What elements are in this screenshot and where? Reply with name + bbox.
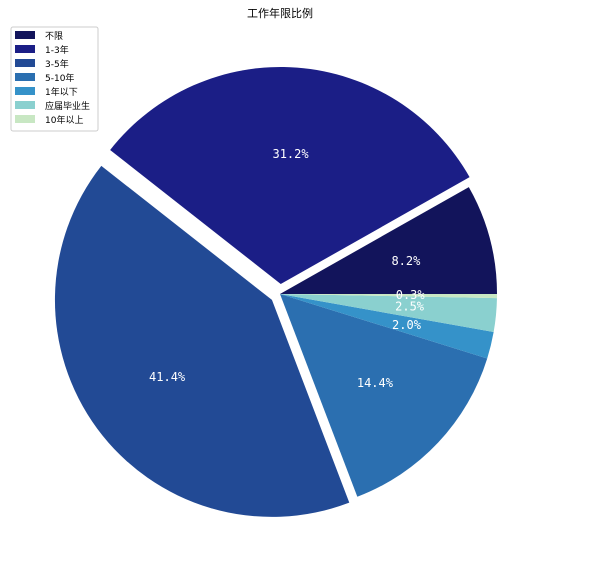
slice-percent-label: 14.4% bbox=[357, 376, 394, 390]
legend-swatch bbox=[15, 101, 35, 109]
legend-swatch bbox=[15, 31, 35, 39]
slice-percent-label: 41.4% bbox=[149, 370, 186, 384]
pie-slice bbox=[54, 165, 350, 517]
legend-label: 1-3年 bbox=[45, 44, 69, 56]
slice-percent-label: 2.0% bbox=[392, 318, 422, 332]
legend-label: 1年以下 bbox=[45, 86, 78, 98]
pie-slice bbox=[280, 294, 497, 299]
legend-label: 5-10年 bbox=[45, 72, 74, 84]
legend-label: 应届毕业生 bbox=[45, 100, 90, 112]
legend-swatch bbox=[15, 73, 35, 81]
legend-label: 10年以上 bbox=[45, 114, 83, 126]
slice-percent-label: 8.2% bbox=[391, 254, 421, 268]
pie-slice bbox=[280, 187, 497, 294]
pie-slice bbox=[280, 294, 494, 359]
legend-swatch bbox=[15, 87, 35, 95]
slice-percent-label: 0.3% bbox=[396, 288, 426, 302]
pie-slice bbox=[110, 67, 470, 285]
legend-swatch bbox=[15, 115, 35, 123]
legend-label: 不限 bbox=[45, 31, 63, 42]
legend-swatch bbox=[15, 59, 35, 67]
pie-slice bbox=[280, 294, 488, 497]
pie-slices bbox=[54, 67, 497, 517]
slice-percent-label: 31.2% bbox=[272, 147, 309, 161]
legend-swatch bbox=[15, 45, 35, 53]
pie-slice bbox=[280, 294, 497, 332]
legend-label: 3-5年 bbox=[45, 58, 69, 70]
slice-percent-label: 2.5% bbox=[395, 300, 425, 314]
chart-title: 工作年限比例 bbox=[247, 6, 313, 20]
pie-percent-labels: 8.2% 31.2% 41.4% 14.4% 2.0% 2.5%0.3% bbox=[149, 147, 425, 390]
